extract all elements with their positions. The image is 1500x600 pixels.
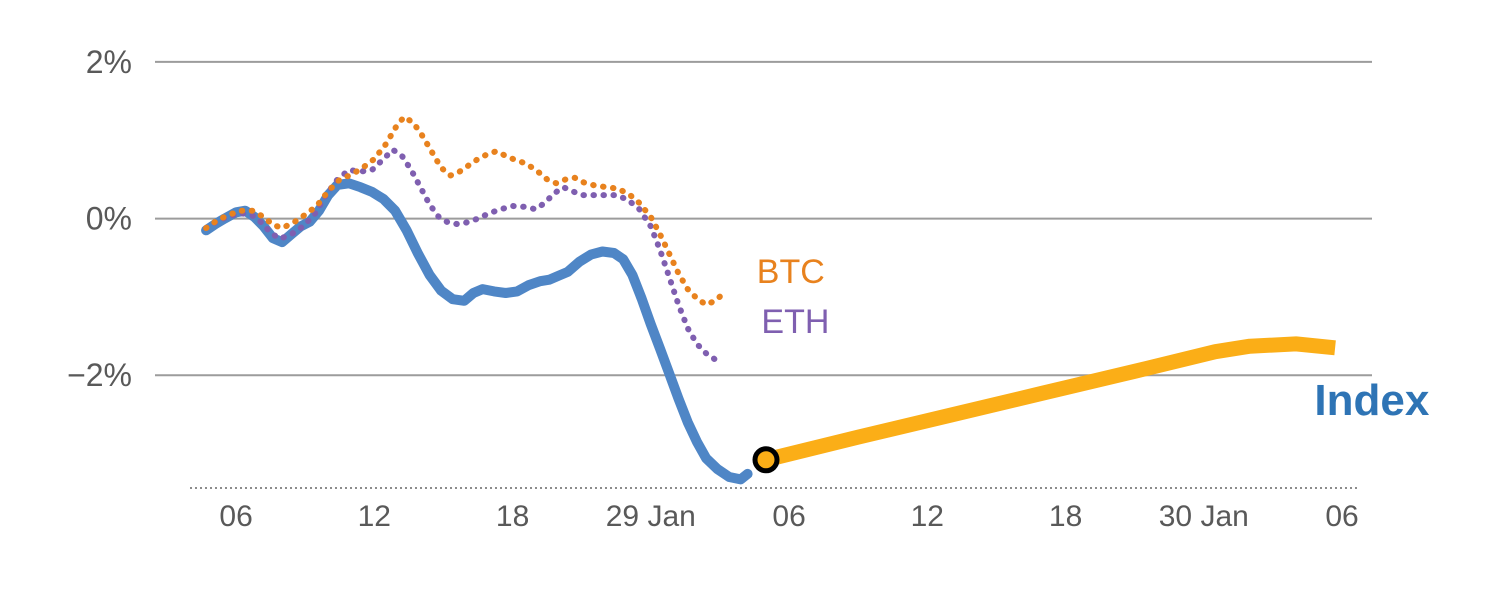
x-tick-label: 06	[772, 500, 805, 533]
y-tick-label: −2%	[67, 357, 132, 393]
series-eth	[203, 146, 726, 363]
y-tick-label: 0%	[86, 201, 132, 237]
series-index	[201, 178, 753, 485]
x-tick-label: 18	[496, 500, 529, 533]
x-tick-label: 29 Jan	[606, 500, 696, 533]
forecast-start-marker	[752, 446, 780, 474]
x-tick-label: 30 Jan	[1159, 500, 1249, 533]
x-tick-label: 18	[1049, 500, 1082, 533]
x-tick-label: 12	[911, 500, 944, 533]
x-tick-label: 06	[219, 500, 252, 533]
series-label-index: Index	[1314, 376, 1429, 425]
series-btc	[203, 113, 726, 308]
x-tick-label: 12	[358, 500, 391, 533]
y-tick-label: 2%	[86, 44, 132, 80]
series-forecast	[764, 336, 1336, 468]
series-label-eth: ETH	[761, 303, 829, 341]
x-tick-label: 06	[1325, 500, 1358, 533]
series-label-btc: BTC	[757, 253, 825, 291]
